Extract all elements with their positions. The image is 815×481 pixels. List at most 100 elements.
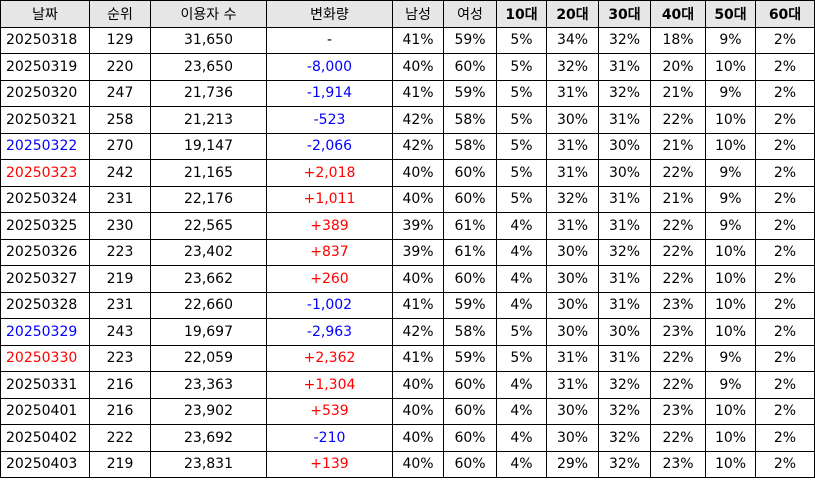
female-cell: 60% (443, 424, 497, 452)
age-10s-cell: 4% (496, 238, 547, 266)
age-50s-cell: 10% (705, 318, 756, 346)
age-20s-cell: 31% (546, 79, 599, 107)
female-cell: 59% (443, 291, 497, 319)
change-cell: -523 (266, 106, 393, 134)
age-40s-cell: 23% (650, 291, 706, 319)
female-cell: 60% (443, 450, 497, 478)
female-cell: 58% (443, 132, 497, 160)
age-20s-cell: 30% (546, 265, 599, 293)
age-40s-cell: 21% (650, 185, 706, 213)
age-30s-cell: 31% (598, 265, 651, 293)
age-10s-cell: 5% (496, 132, 547, 160)
age-50s-cell: 9% (705, 26, 756, 54)
rank-cell: 129 (89, 26, 151, 54)
age-10s-cell: 4% (496, 424, 547, 452)
age-20s-cell: 30% (546, 106, 599, 134)
age-30s-cell: 31% (598, 185, 651, 213)
date-cell: 20250403 (0, 450, 90, 478)
age-50s-cell: 9% (705, 212, 756, 240)
age-10s-cell: 4% (496, 397, 547, 425)
age-20s-cell: 30% (546, 397, 599, 425)
age-30s-cell: 32% (598, 371, 651, 399)
table-row: 20250324 231 22,176 +1,011 40% 60% 5% 32% 31% 21%… (0, 185, 815, 213)
rank-cell: 247 (89, 79, 151, 107)
users-cell: 23,402 (150, 238, 267, 266)
rank-cell: 219 (89, 265, 151, 293)
male-cell: 41% (392, 79, 444, 107)
age-60s-cell: 2% (755, 318, 815, 346)
age-60s-cell: 2% (755, 238, 815, 266)
age-10s-cell: 5% (496, 53, 547, 81)
rank-cell: 230 (89, 212, 151, 240)
age-40s-cell: 22% (650, 106, 706, 134)
users-cell: 21,213 (150, 106, 267, 134)
age-10s-cell: 5% (496, 159, 547, 187)
table-row: 20250322 270 19,147 -2,066 42% 58% 5% 31% 30% 21%… (0, 132, 815, 160)
change-cell: +837 (266, 238, 393, 266)
age-20s-cell: 32% (546, 53, 599, 81)
age-50s-cell: 10% (705, 397, 756, 425)
age-30s-cell: 32% (598, 26, 651, 54)
header-date: 날짜 (0, 0, 90, 28)
rank-cell: 216 (89, 371, 151, 399)
table-row: 20250323 242 21,165 +2,018 40% 60% 5% 31% 30% 22%… (0, 159, 815, 187)
users-cell: 23,650 (150, 53, 267, 81)
age-40s-cell: 22% (650, 371, 706, 399)
table-row: 20250331 216 23,363 +1,304 40% 60% 4% 31% 32% 22%… (0, 371, 815, 399)
male-cell: 42% (392, 132, 444, 160)
male-cell: 40% (392, 159, 444, 187)
age-20s-cell: 30% (546, 291, 599, 319)
female-cell: 59% (443, 79, 497, 107)
age-30s-cell: 31% (598, 344, 651, 372)
age-30s-cell: 31% (598, 106, 651, 134)
age-50s-cell: 10% (705, 265, 756, 293)
rank-cell: 243 (89, 318, 151, 346)
male-cell: 40% (392, 53, 444, 81)
age-30s-cell: 31% (598, 291, 651, 319)
users-cell: 19,147 (150, 132, 267, 160)
female-cell: 60% (443, 159, 497, 187)
age-60s-cell: 2% (755, 450, 815, 478)
change-cell: -2,963 (266, 318, 393, 346)
rank-cell: 270 (89, 132, 151, 160)
age-40s-cell: 23% (650, 318, 706, 346)
change-cell: -1,002 (266, 291, 393, 319)
age-20s-cell: 30% (546, 238, 599, 266)
female-cell: 60% (443, 53, 497, 81)
header-rank: 순위 (89, 0, 151, 28)
male-cell: 40% (392, 265, 444, 293)
age-20s-cell: 32% (546, 185, 599, 213)
age-30s-cell: 31% (598, 212, 651, 240)
male-cell: 39% (392, 212, 444, 240)
age-10s-cell: 5% (496, 344, 547, 372)
age-50s-cell: 10% (705, 424, 756, 452)
male-cell: 40% (392, 397, 444, 425)
users-cell: 23,363 (150, 371, 267, 399)
age-20s-cell: 30% (546, 318, 599, 346)
date-cell: 20250325 (0, 212, 90, 240)
age-20s-cell: 31% (546, 159, 599, 187)
users-cell: 22,176 (150, 185, 267, 213)
date-cell: 20250326 (0, 238, 90, 266)
age-30s-cell: 32% (598, 79, 651, 107)
header-age-30s: 30대 (598, 0, 651, 28)
users-cell: 19,697 (150, 318, 267, 346)
header-users: 이용자 수 (150, 0, 267, 28)
date-cell: 20250322 (0, 132, 90, 160)
change-cell: - (266, 26, 393, 54)
users-cell: 23,902 (150, 397, 267, 425)
age-50s-cell: 9% (705, 79, 756, 107)
users-cell: 22,660 (150, 291, 267, 319)
age-30s-cell: 31% (598, 53, 651, 81)
header-male: 남성 (392, 0, 444, 28)
male-cell: 41% (392, 344, 444, 372)
date-cell: 20250327 (0, 265, 90, 293)
header-age-10s: 10대 (496, 0, 547, 28)
age-40s-cell: 22% (650, 424, 706, 452)
male-cell: 40% (392, 450, 444, 478)
age-30s-cell: 32% (598, 397, 651, 425)
female-cell: 60% (443, 185, 497, 213)
date-cell: 20250329 (0, 318, 90, 346)
age-50s-cell: 10% (705, 106, 756, 134)
